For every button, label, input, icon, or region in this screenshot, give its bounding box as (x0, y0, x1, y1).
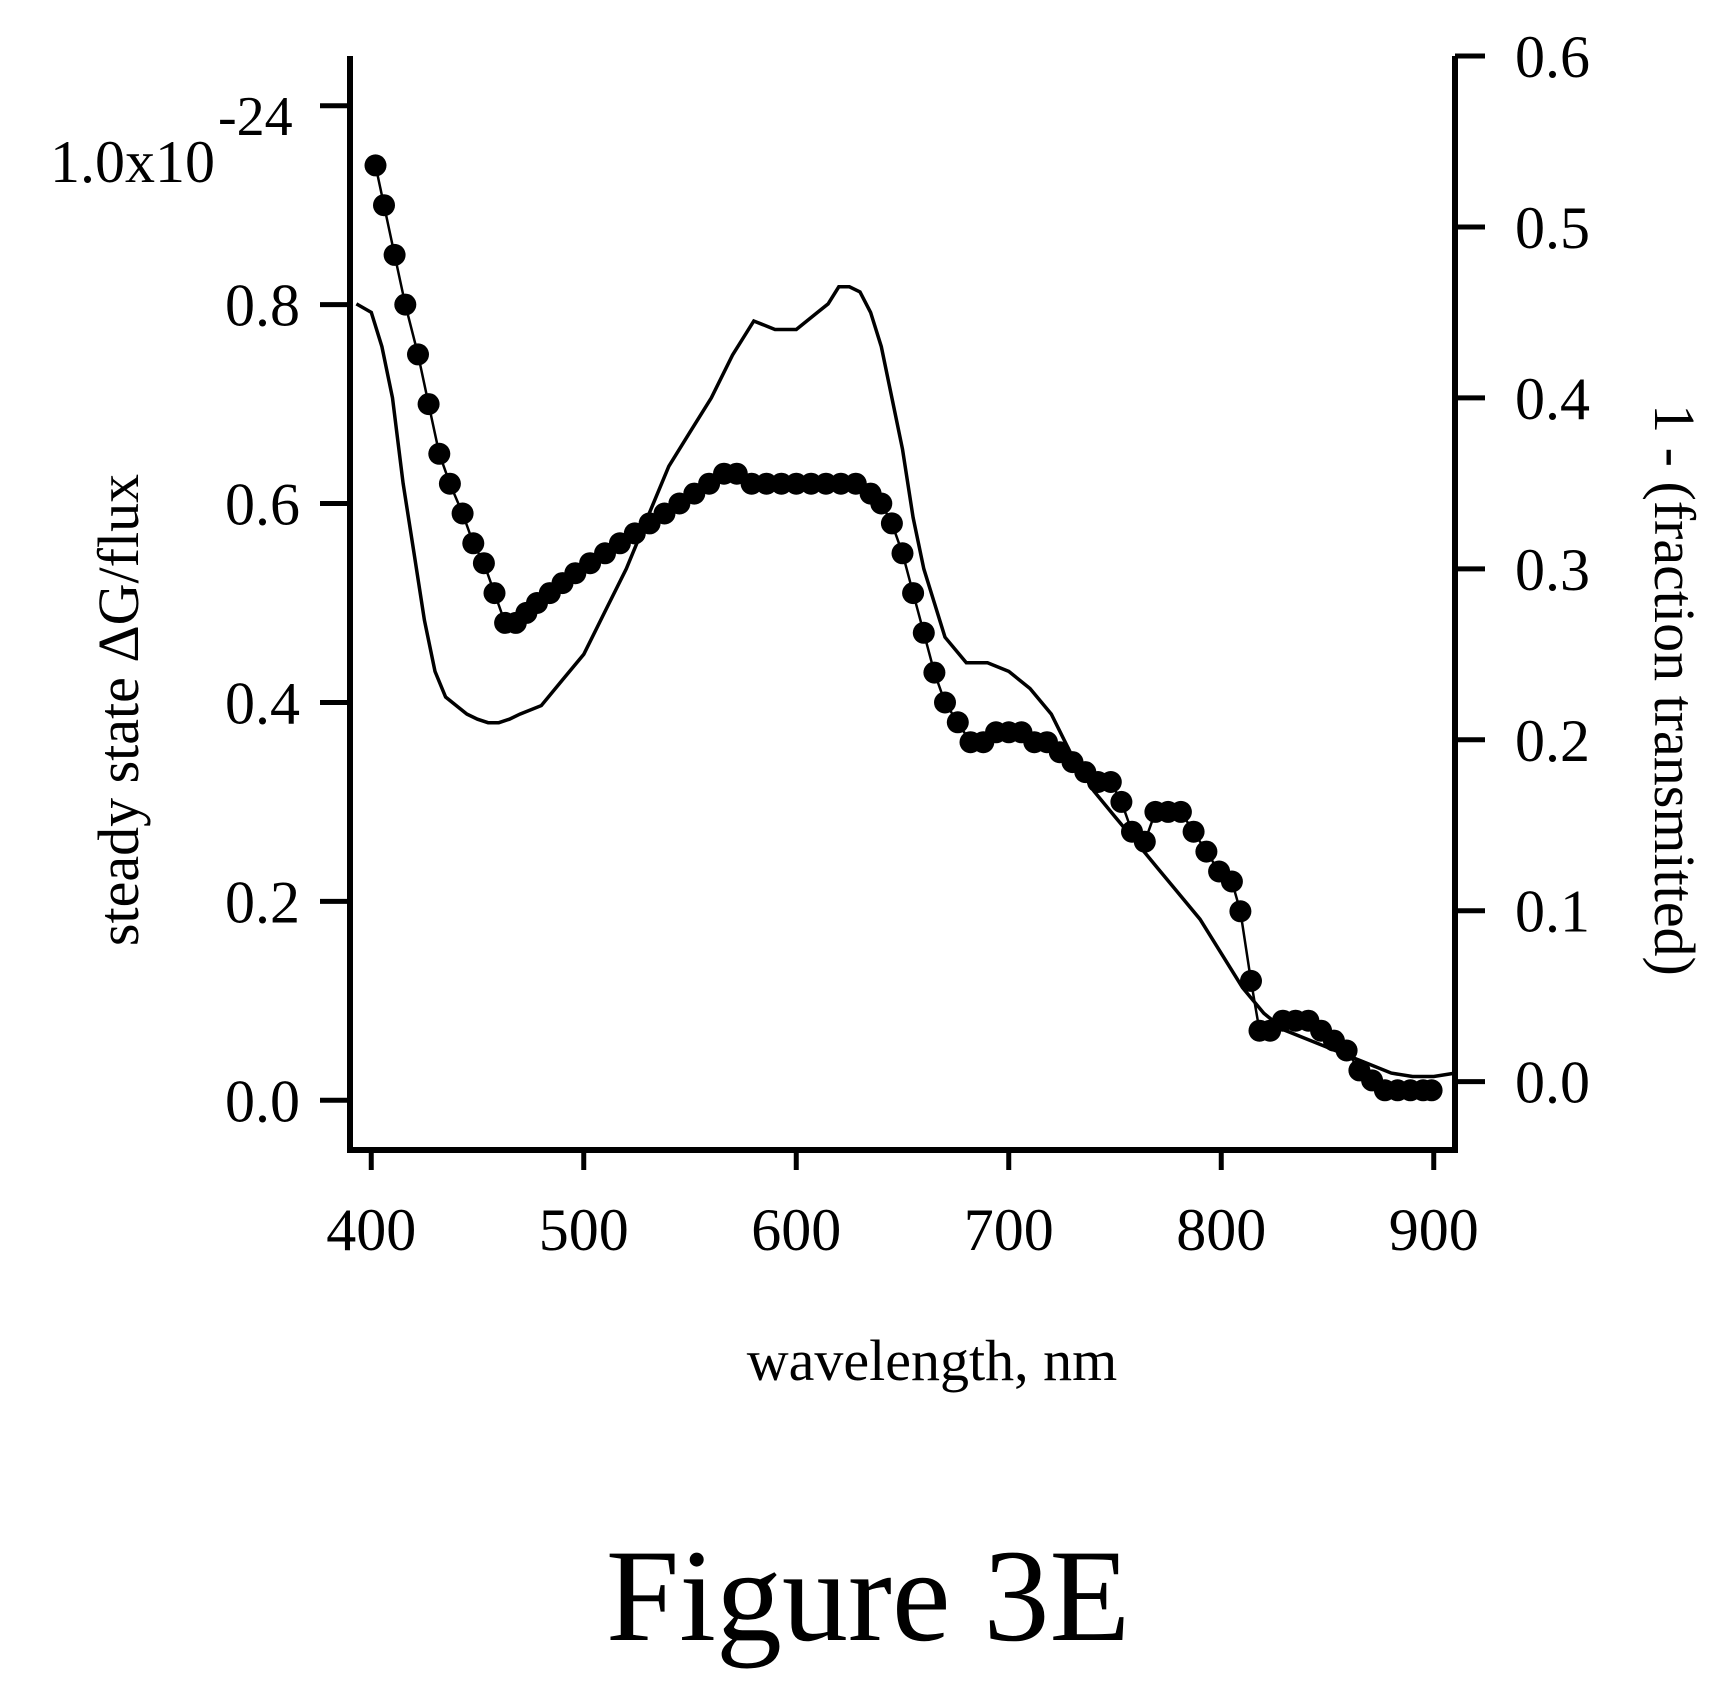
delta-g-marker (1182, 820, 1205, 843)
delta-g-marker (912, 621, 935, 644)
delta-g-marker (462, 532, 485, 555)
left-tick-label: 0.2 (225, 869, 300, 935)
right-tick-label: 0.3 (1515, 537, 1590, 603)
delta-g-marker (451, 502, 474, 525)
delta-g-marker (923, 661, 946, 684)
delta-g-marker (364, 154, 387, 177)
x-axis-ticks: 400 500 600 700 800 900 (326, 1150, 1479, 1263)
left-tick-label: 0.0 (225, 1068, 300, 1134)
delta-g-marker (1133, 830, 1156, 853)
delta-g-marker (902, 582, 925, 605)
delta-g-marker (394, 293, 417, 316)
left-axis-multiplier: 1.0x10 (50, 129, 215, 195)
delta-g-marker (1099, 771, 1122, 793)
transmission-curve (355, 285, 1456, 1079)
left-axis-title: steady state ΔG/flux (86, 474, 151, 946)
left-tick-label: 0.8 (225, 273, 300, 339)
right-tick-label: 0.6 (1515, 24, 1590, 90)
delta-g-marker (891, 542, 914, 565)
delta-g-marker (1335, 1039, 1358, 1062)
plot-frame (347, 56, 1458, 1153)
delta-g-markers (364, 154, 1443, 1102)
delta-g-marker (946, 711, 969, 734)
delta-g-marker (483, 582, 506, 605)
delta-g-marker (870, 492, 893, 515)
x-axis-title: wavelength, nm (747, 1328, 1117, 1393)
left-axis-exponent: -24 (218, 86, 293, 148)
right-axis-title: 1 - (fraction transmitted) (1642, 404, 1707, 976)
x-tick-label: 900 (1389, 1197, 1479, 1263)
right-tick-label: 0.1 (1515, 879, 1590, 945)
figure-caption: Figure 3E (606, 1522, 1130, 1669)
delta-g-marker (428, 442, 451, 465)
delta-g-marker (383, 243, 406, 266)
x-tick-label: 700 (964, 1197, 1054, 1263)
delta-g-marker (438, 472, 461, 495)
x-tick-label: 500 (539, 1197, 629, 1263)
left-axis-ticks: 0.0 0.2 0.4 0.6 0.8 (225, 103, 350, 1134)
x-tick-label: 800 (1176, 1197, 1266, 1263)
plot-area (347, 56, 1458, 1153)
left-tick-label: 0.4 (225, 670, 300, 736)
delta-g-marker (880, 512, 903, 535)
delta-g-marker (1169, 800, 1192, 823)
delta-g-marker (417, 393, 440, 416)
delta-g-marker (1195, 840, 1218, 863)
delta-g-marker (1220, 870, 1243, 893)
right-tick-label: 0.2 (1515, 708, 1590, 774)
delta-g-marker (407, 343, 429, 366)
x-tick-label: 400 (326, 1197, 416, 1263)
delta-g-marker (472, 552, 495, 575)
delta-g-marker (1229, 900, 1252, 923)
left-tick-label: 0.6 (225, 472, 300, 538)
x-tick-label: 600 (751, 1197, 841, 1263)
delta-g-connector-line (374, 165, 1432, 1092)
delta-g-marker (373, 194, 395, 217)
delta-g-marker (1110, 790, 1133, 813)
delta-g-marker (934, 691, 956, 714)
delta-g-marker (1240, 969, 1262, 992)
right-tick-label: 0.5 (1515, 195, 1590, 261)
right-axis-ticks: 0.0 0.1 0.2 0.3 0.4 0.5 0.6 (1455, 24, 1590, 1116)
right-tick-label: 0.4 (1515, 366, 1590, 432)
delta-g-marker (1420, 1079, 1443, 1102)
right-tick-label: 0.0 (1515, 1050, 1590, 1116)
